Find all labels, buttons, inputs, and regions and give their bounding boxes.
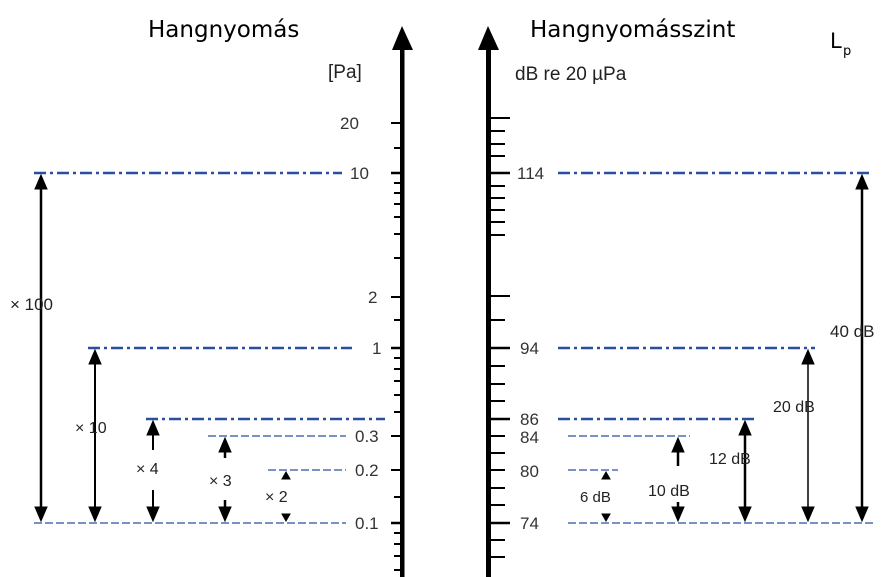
- right-reference-lines: [558, 171, 875, 524]
- right-tick-94: 94: [520, 339, 539, 358]
- left-ratio-arrows: [34, 173, 291, 523]
- left-tick-1: 1: [372, 339, 381, 358]
- right-tick-86: 86: [520, 410, 539, 429]
- left-tick-0-2: 0.2: [355, 461, 379, 480]
- ratio-label-4: × 4: [136, 461, 159, 478]
- lp-symbol-sub: p: [843, 44, 851, 59]
- left-axis: [391, 26, 413, 577]
- right-tick-74: 74: [520, 514, 539, 533]
- left-tick-0-1: 0.1: [355, 514, 379, 533]
- ratio-label-2: × 2: [265, 489, 288, 506]
- ratio-label-100: × 100: [10, 295, 53, 314]
- right-unit: dB re 20 µPa: [515, 64, 627, 85]
- diff-label-20db: 20 dB: [773, 399, 815, 416]
- ratio-label-3: × 3: [209, 473, 232, 490]
- left-tick-0-3: 0.3: [355, 427, 379, 446]
- diff-label-6db: 6 dB: [580, 489, 611, 506]
- left-tick-20: 20: [340, 114, 359, 133]
- left-reference-lines: [34, 171, 385, 524]
- diff-label-12db: 12 dB: [709, 451, 751, 468]
- right-tick-114: 114: [517, 164, 544, 183]
- diff-label-10db: 10 dB: [648, 483, 690, 500]
- left-tick-2: 2: [368, 288, 377, 307]
- right-axis: [478, 26, 510, 577]
- right-tick-84: 84: [520, 428, 539, 447]
- left-tick-10: 10: [350, 164, 369, 183]
- right-tick-80: 80: [520, 462, 539, 481]
- left-title: Hangnyomás: [148, 17, 299, 43]
- left-unit: [Pa]: [328, 62, 362, 83]
- ratio-label-10: × 10: [75, 420, 107, 437]
- lp-symbol: L: [830, 29, 842, 53]
- right-title: Hangnyomásszint: [530, 17, 735, 43]
- diff-label-40db: 40 dB: [830, 322, 874, 341]
- right-difference-arrows: [601, 173, 869, 523]
